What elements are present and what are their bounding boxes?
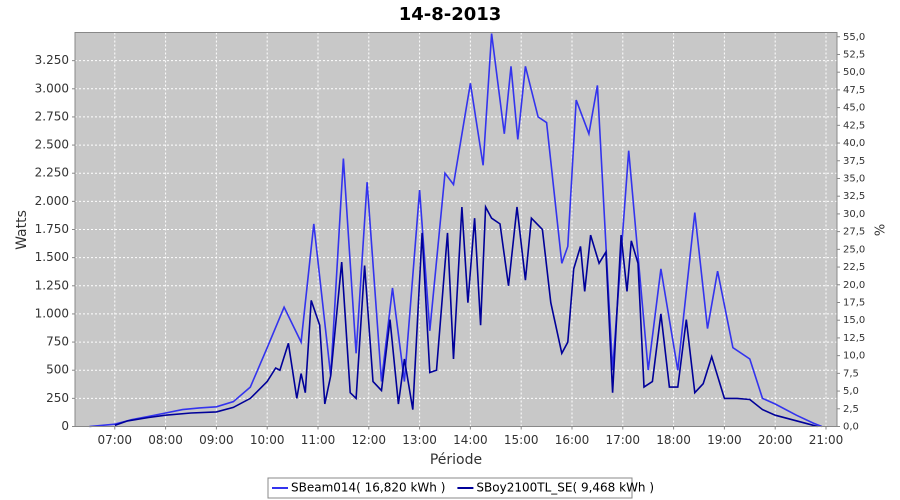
y2-tick-label: 35,0 — [843, 173, 865, 184]
y2-tick-label: 10,0 — [843, 351, 865, 362]
y-tick-label: 250 — [46, 391, 69, 405]
y2-tick-label: 42,5 — [843, 120, 865, 131]
x-tick-label: 14:00 — [453, 433, 488, 447]
y2-tick-label: 12,5 — [843, 333, 865, 344]
legend — [267, 477, 633, 499]
y2-tick-label: 2,5 — [843, 404, 859, 415]
y2-tick-label: 30,0 — [843, 209, 865, 220]
x-tick-label: 11:00 — [301, 433, 336, 447]
y-tick-label: 3.000 — [35, 81, 69, 95]
y-tick-label: 2.500 — [35, 138, 69, 152]
y2-tick-label: 50,0 — [843, 67, 865, 78]
y2-tick-label: 55,0 — [843, 32, 865, 43]
x-tick-label: 17:00 — [605, 433, 640, 447]
y-tick-label: 1.000 — [35, 306, 69, 320]
y2-tick-label: 52,5 — [843, 49, 865, 60]
y-tick-label: 2.250 — [35, 166, 69, 180]
y2-tick-label: 17,5 — [843, 297, 865, 308]
y-tick-label: 1.750 — [35, 222, 69, 236]
x-tick-label: 10:00 — [250, 433, 285, 447]
x-tick-label: 09:00 — [199, 433, 234, 447]
y2-tick-label: 0,0 — [843, 422, 859, 433]
x-tick-label: 12:00 — [351, 433, 386, 447]
x-tick-label: 16:00 — [555, 433, 590, 447]
x-tick-label: 08:00 — [148, 433, 183, 447]
y2-tick-label: 37,5 — [843, 156, 865, 167]
y-tick-label: 1.250 — [35, 278, 69, 292]
y2-tick-label: 45,0 — [843, 103, 865, 114]
y2-tick-label: 25,0 — [843, 244, 865, 255]
x-tick-label: 21:00 — [809, 433, 844, 447]
y-tick-label: 2.000 — [35, 194, 69, 208]
x-tick-label: 07:00 — [97, 433, 132, 447]
x-tick-label: 20:00 — [758, 433, 793, 447]
x-tick-label: 18:00 — [656, 433, 691, 447]
y-tick-label: 1.500 — [35, 250, 69, 264]
y-tick-label: 500 — [46, 363, 69, 377]
y2-tick-label: 5,0 — [843, 386, 859, 397]
x-axis-title: Période — [430, 452, 482, 468]
y-tick-label: 2.750 — [35, 109, 69, 123]
chart-title: 14-8-2013 — [399, 4, 502, 25]
x-tick-label: 19:00 — [707, 433, 742, 447]
y-tick-label: 750 — [46, 335, 69, 349]
x-tick-label: 15:00 — [504, 433, 539, 447]
y2-tick-label: 40,0 — [843, 138, 865, 149]
y2-axis-title: % — [874, 224, 889, 236]
series-line — [114, 204, 818, 428]
legend-label: SBeam014( 16,820 kWh ) — [291, 481, 445, 495]
y-tick-label: 3.250 — [35, 53, 69, 67]
y2-tick-label: 15,0 — [843, 315, 865, 326]
y-axis-title: Watts — [14, 210, 30, 250]
series-line — [89, 33, 823, 428]
y2-tick-label: 7,5 — [843, 368, 859, 379]
y2-tick-label: 27,5 — [843, 227, 865, 238]
y2-tick-label: 47,5 — [843, 85, 865, 96]
plot-border — [74, 32, 838, 427]
legend-label: SBoy2100TL_SE( 9,468 kWh ) — [476, 481, 654, 495]
y2-tick-label: 32,5 — [843, 191, 865, 202]
y-tick-label: 0 — [61, 419, 69, 433]
y2-tick-label: 20,0 — [843, 280, 865, 291]
y2-tick-label: 22,5 — [843, 262, 865, 273]
x-tick-label: 13:00 — [402, 433, 437, 447]
